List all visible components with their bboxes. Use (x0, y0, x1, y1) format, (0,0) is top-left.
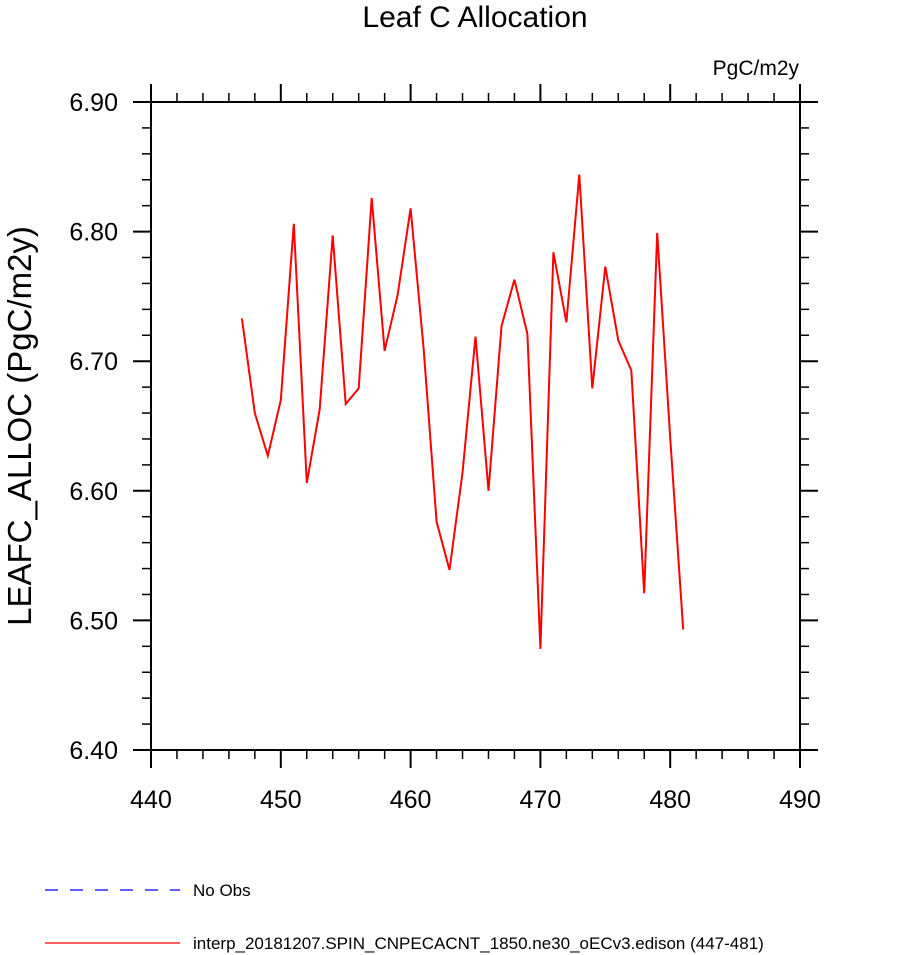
chart-title: Leaf C Allocation (362, 1, 587, 34)
x-tick-label: 440 (130, 786, 172, 814)
series-layer (240, 174, 685, 649)
legend-label-0: No Obs (193, 881, 251, 900)
plot-frame (150, 101, 801, 751)
x-tick-label: 450 (260, 786, 302, 814)
legend-label-1: interp_20181207.SPIN_CNPECACNT_1850.ne30… (193, 934, 764, 953)
legend: No Obs interp_20181207.SPIN_CNPECACNT_185… (45, 881, 764, 953)
axis-tick-labels: 440 450 460 470 480 490 6.40 6.50 6.60 6.70 6.80 6.… (69, 89, 821, 814)
y-axis-label: LEAFC_ALLOC (PgC/m2y) (1, 226, 38, 626)
series-line-0 (240, 174, 685, 649)
x-tick-label: 490 (779, 786, 821, 814)
y-tick-label: 6.40 (69, 737, 118, 765)
x-tick-label: 470 (520, 786, 562, 814)
axis-ticks (133, 84, 818, 768)
y-tick-label: 6.60 (69, 478, 118, 506)
x-tick-label: 480 (649, 786, 691, 814)
y-tick-label: 6.90 (69, 89, 118, 117)
x-tick-label: 460 (390, 786, 432, 814)
y-tick-label: 6.50 (69, 607, 118, 635)
y-tick-label: 6.70 (69, 348, 118, 376)
units-label: PgC/m2y (713, 57, 800, 80)
y-tick-label: 6.80 (69, 219, 118, 247)
